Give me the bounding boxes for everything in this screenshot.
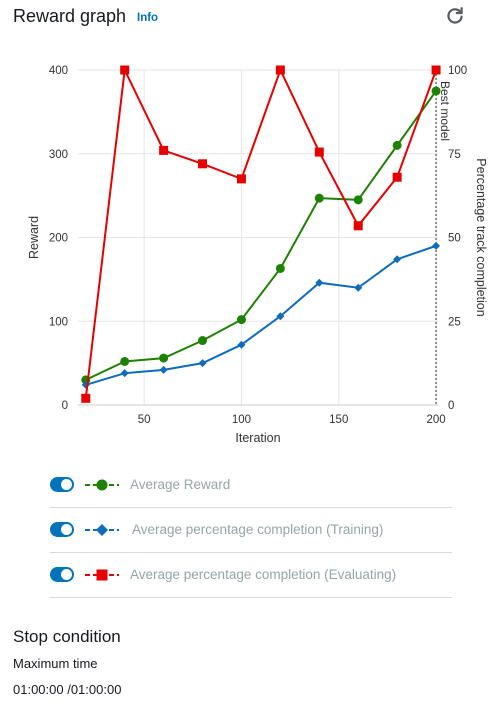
data-point — [81, 393, 91, 403]
y-left-tick-label: 300 — [49, 149, 68, 161]
data-point — [353, 221, 363, 231]
data-point — [159, 145, 169, 155]
data-point — [392, 140, 402, 150]
data-point — [159, 365, 168, 374]
y-left-tick-label: 100 — [49, 316, 68, 328]
x-tick-label: 100 — [232, 414, 251, 426]
data-point — [392, 172, 402, 182]
info-link[interactable]: Info — [137, 12, 159, 24]
stop-condition-title: Stop condition — [13, 627, 121, 646]
data-point — [198, 359, 207, 368]
data-point — [354, 283, 363, 292]
chart-header: Reward graph Info — [13, 4, 493, 30]
data-point — [198, 336, 208, 346]
legend-swatch-square-icon — [85, 569, 119, 581]
data-point — [314, 193, 324, 203]
maximum-time-label: Maximum time — [13, 656, 98, 671]
maximum-time-value: 01:00:00 /01:00:00 — [13, 682, 122, 697]
data-point — [393, 255, 402, 264]
stop-condition-section: Stop condition Maximum time 01:00:00 /01… — [13, 627, 121, 697]
y-right-tick-label: 50 — [448, 233, 461, 245]
data-point — [275, 263, 285, 273]
series-line-0 — [85, 90, 437, 381]
reward-line-chart: 50 100 150 20001002003004000255075100Iterat… — [27, 65, 488, 445]
legend-label: Average Reward — [130, 477, 231, 492]
y-right-tick-label: 75 — [448, 149, 461, 161]
y-left-axis-label: Reward — [27, 216, 41, 259]
y-left-tick-label: 400 — [49, 65, 68, 77]
series-line-1 — [85, 244, 437, 386]
data-point — [120, 356, 130, 366]
data-point — [159, 353, 169, 363]
data-point — [198, 159, 208, 169]
x-axis-label: Iteration — [235, 431, 280, 445]
refresh-icon[interactable] — [443, 4, 467, 28]
x-tick-label: 50 — [138, 414, 151, 426]
data-point — [314, 147, 324, 157]
y-left-tick-label: 0 — [62, 400, 68, 412]
chart-legend: Average Reward Average percentage comple… — [50, 463, 452, 598]
training-completion-toggle[interactable] — [50, 522, 74, 537]
y-right-tick-label: 100 — [448, 65, 467, 77]
y-right-tick-label: 0 — [448, 400, 454, 412]
y-right-axis-label: Percentage track completion — [474, 158, 488, 316]
y-right-tick-label: 25 — [448, 316, 461, 328]
legend-label: Average percentage completion (Training) — [132, 522, 384, 537]
series-line-2 — [84, 66, 437, 399]
y-left-tick-label: 200 — [49, 233, 68, 245]
x-tick-label: 150 — [329, 414, 348, 426]
data-point — [120, 65, 130, 75]
data-point — [275, 65, 285, 75]
average-reward-toggle[interactable] — [50, 477, 74, 492]
data-point — [120, 369, 129, 378]
legend-label: Average percentage completion (Evaluatin… — [130, 567, 397, 582]
data-point — [431, 86, 441, 96]
best-model-label: Best model — [438, 81, 452, 141]
legend-swatch-diamond-icon — [85, 524, 119, 536]
page-title: Reward graph — [13, 6, 127, 26]
legend-swatch-circle-icon — [85, 479, 119, 491]
data-point — [236, 315, 246, 325]
legend-item-evaluating: Average percentage completion (Evaluatin… — [50, 553, 452, 598]
legend-item-training: Average percentage completion (Training) — [50, 508, 452, 553]
data-point — [353, 195, 363, 205]
data-point — [432, 241, 441, 250]
data-point — [431, 65, 441, 75]
legend-item-average-reward: Average Reward — [50, 463, 452, 508]
data-point — [276, 312, 285, 321]
data-point — [315, 278, 324, 287]
evaluating-completion-toggle[interactable] — [50, 567, 74, 582]
data-point — [236, 174, 246, 184]
data-point — [237, 340, 246, 349]
x-tick-label: 200 — [426, 414, 445, 426]
